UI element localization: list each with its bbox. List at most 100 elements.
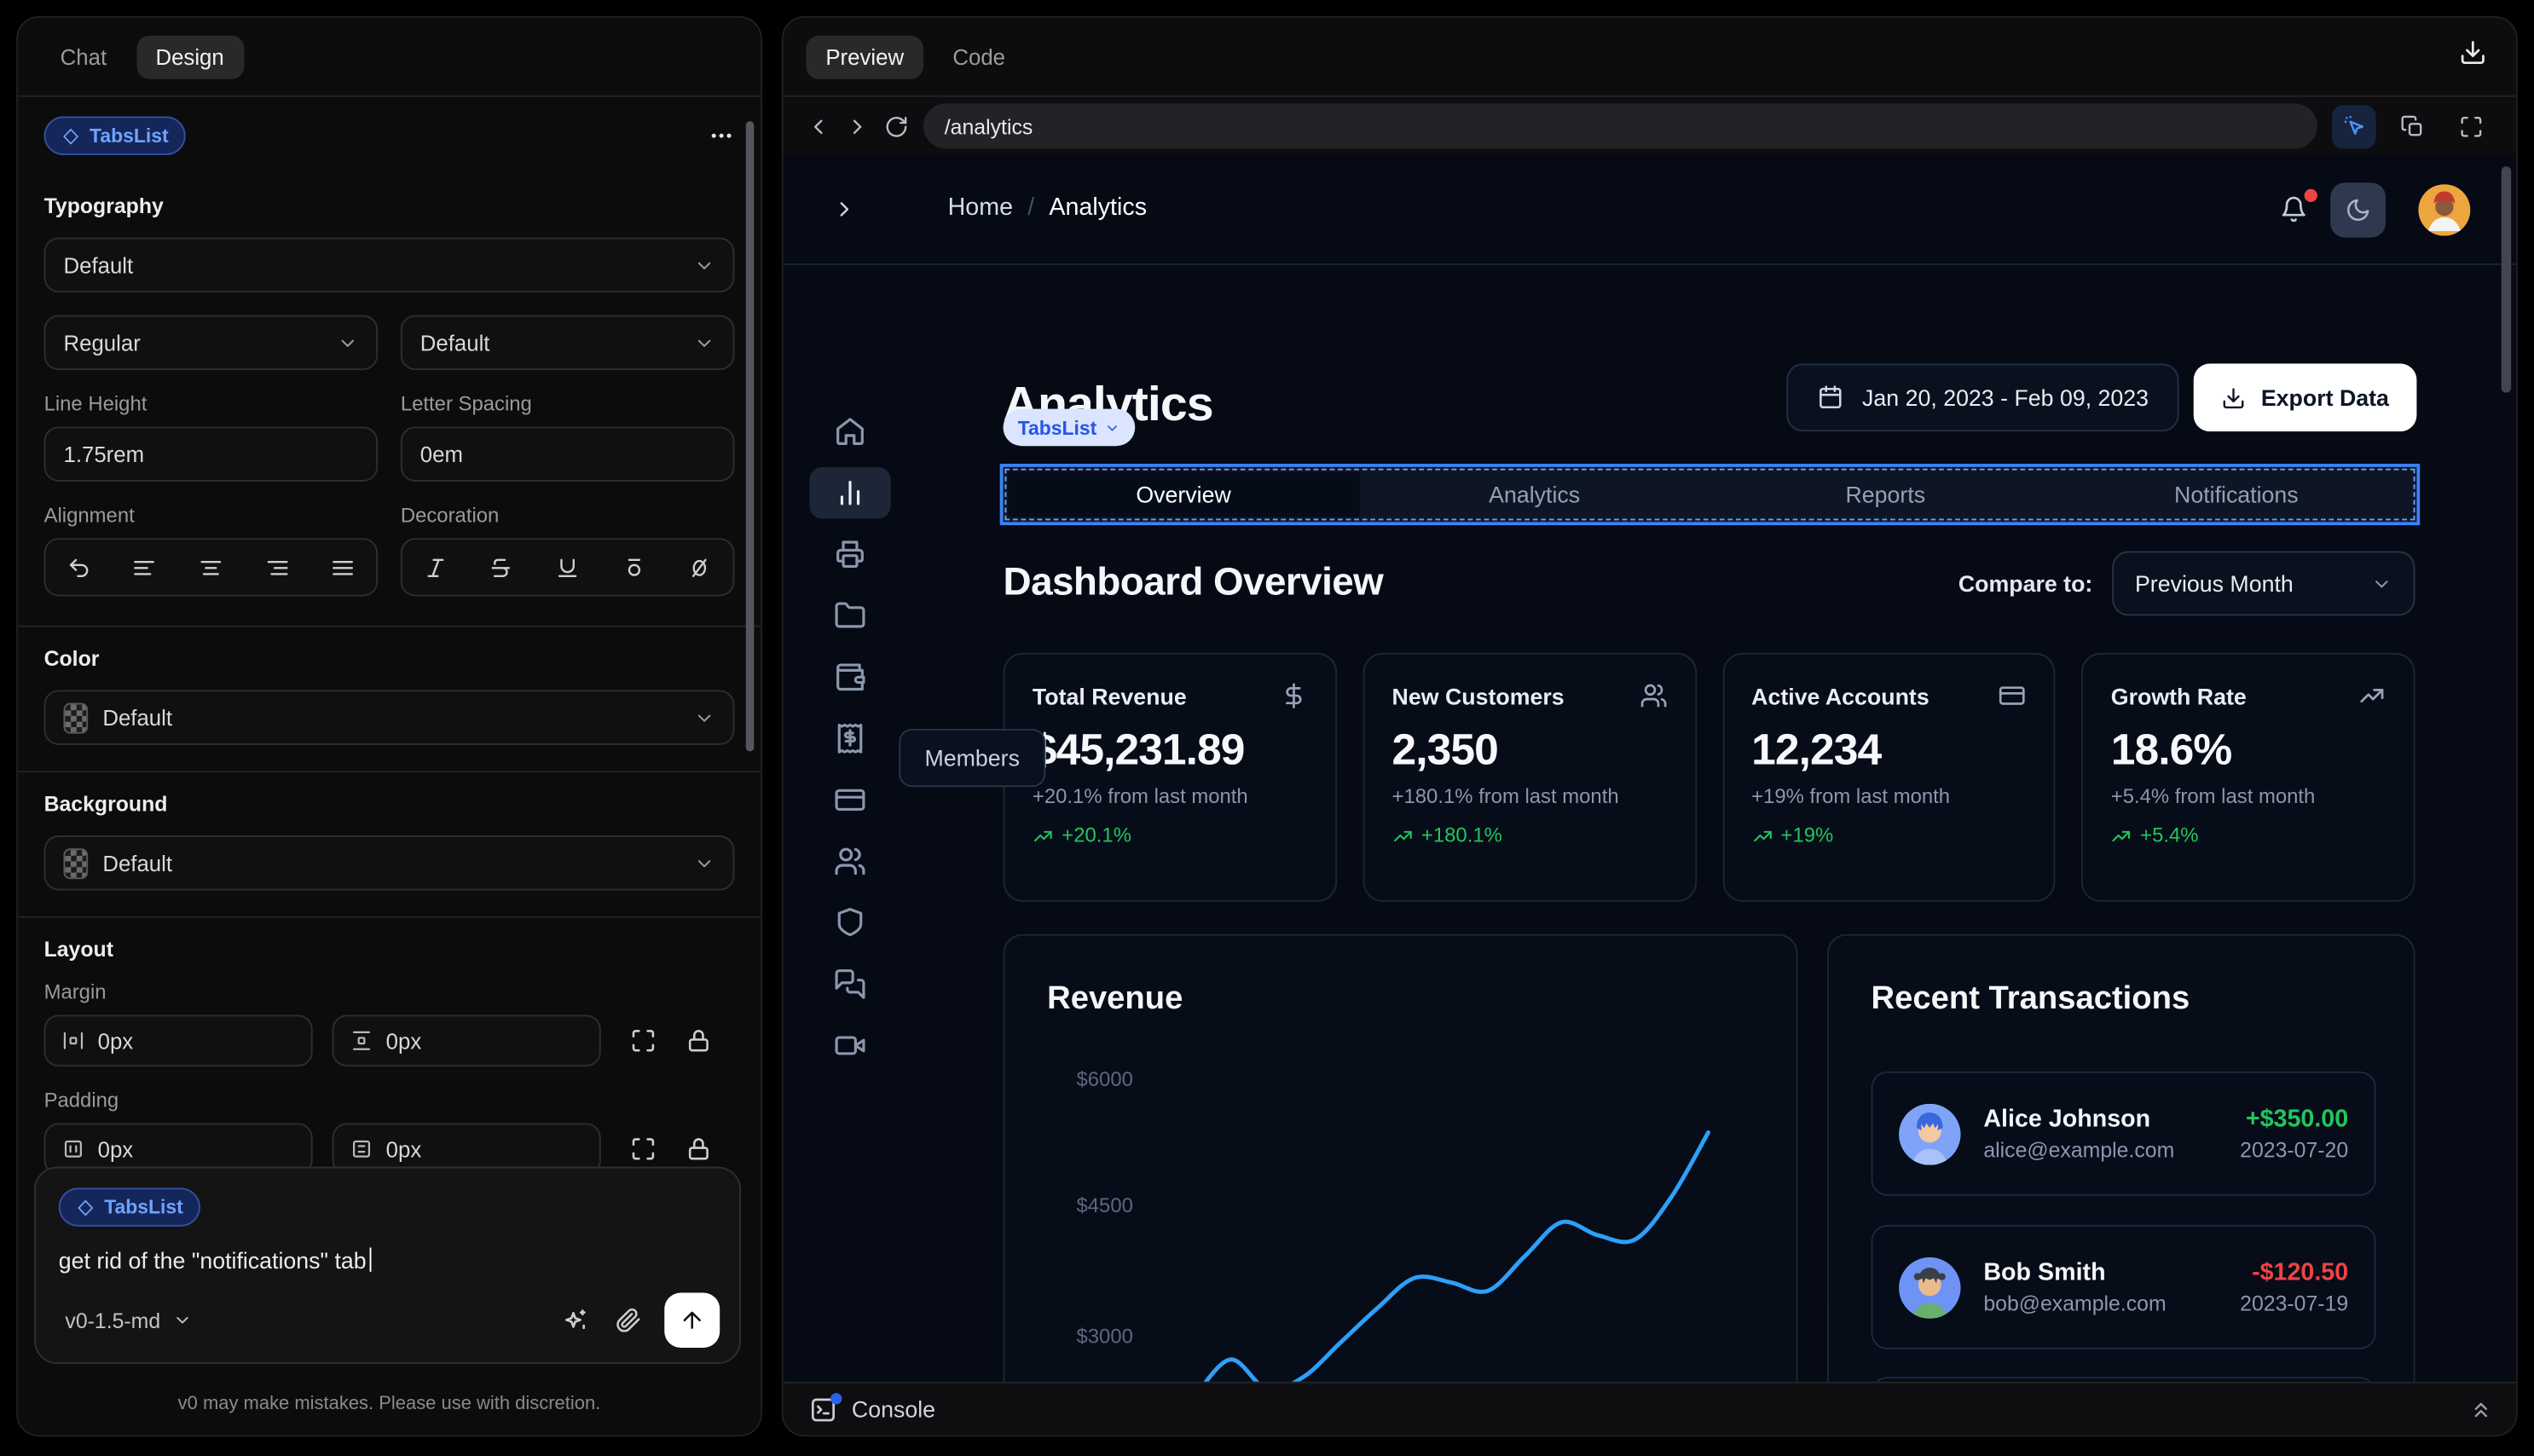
margin-y-input[interactable]: 0px	[332, 1014, 601, 1067]
compare-select[interactable]: Previous Month	[2112, 551, 2415, 616]
nav-cards[interactable]	[809, 774, 890, 826]
user-avatar[interactable]	[2418, 184, 2471, 236]
background-swatch	[63, 847, 89, 879]
padding-expand-button[interactable]	[630, 1136, 657, 1162]
align-right-button[interactable]	[265, 555, 290, 579]
chevron-down-icon	[697, 261, 711, 269]
select-element-tool[interactable]	[2332, 104, 2376, 148]
breadcrumb-home[interactable]: Home	[947, 194, 1014, 222]
trend-up-icon	[1393, 829, 1412, 841]
nav-files[interactable]	[809, 590, 890, 642]
undo-icon	[69, 558, 88, 577]
bar-chart-icon	[840, 480, 860, 506]
sidebar-expand-button[interactable]	[832, 197, 857, 221]
nav-receipts[interactable]	[809, 713, 890, 765]
line-height-input[interactable]: 1.75rem	[43, 426, 379, 482]
credit-card-icon	[835, 789, 865, 811]
align-left-button[interactable]	[132, 555, 157, 579]
submit-prompt-button[interactable]	[664, 1292, 720, 1348]
padding-label: Padding	[43, 1089, 119, 1112]
text-caret	[369, 1247, 373, 1272]
avatar-image	[2418, 184, 2471, 236]
prompt-composer[interactable]: TabsList get rid of the "notifications" …	[34, 1166, 742, 1364]
console-expand-button[interactable]	[2469, 1397, 2494, 1421]
preview-scrollbar-thumb[interactable]	[2501, 166, 2512, 393]
stat-card-total-revenue: Total Revenue $45,231.89 +20.1% from las…	[1003, 652, 1337, 902]
url-input[interactable]: /analytics	[923, 103, 2317, 149]
align-justify-icon	[333, 560, 354, 575]
tab-chat[interactable]: Chat	[41, 36, 126, 79]
refresh-button[interactable]	[884, 114, 909, 138]
font-weight-select[interactable]: Regular	[43, 315, 379, 371]
color-select[interactable]: Default	[43, 690, 735, 745]
paperclip-icon	[616, 1308, 640, 1332]
padding-vertical-icon	[352, 1140, 371, 1158]
padding-y-input[interactable]: 0px	[332, 1123, 601, 1176]
nav-wallet[interactable]	[809, 651, 890, 703]
margin-x-input[interactable]: 0px	[43, 1014, 313, 1067]
margin-label: Margin	[43, 980, 107, 1004]
fullscreen-button[interactable]	[2450, 104, 2494, 147]
tab-overview[interactable]: Overview	[1008, 471, 1359, 517]
tabs-list-component: Overview Analytics Reports Notifications	[999, 464, 2421, 526]
align-justify-button[interactable]	[331, 555, 356, 579]
notifications-button[interactable]	[2280, 188, 2317, 222]
align-reset-button[interactable]	[67, 555, 91, 579]
strikethrough-button[interactable]	[489, 555, 514, 579]
letter-spacing-input[interactable]: 0em	[400, 426, 735, 482]
diamond-icon	[78, 1199, 94, 1216]
chevron-down-icon	[697, 338, 711, 346]
tab-reports[interactable]: Reports	[1845, 481, 1926, 508]
tab-notifications[interactable]: Notifications	[2174, 481, 2299, 508]
italic-icon	[426, 558, 444, 577]
attach-file-button[interactable]	[616, 1308, 642, 1333]
panel-scrollbar-thumb[interactable]	[745, 121, 755, 752]
nav-home[interactable]	[809, 406, 890, 458]
model-select[interactable]: v0-1.5-md	[55, 1302, 201, 1339]
slash-zero-icon	[692, 558, 708, 577]
tab-analytics[interactable]: Analytics	[1489, 481, 1581, 508]
nav-analytics[interactable]	[809, 466, 891, 519]
tab-design[interactable]: Design	[136, 35, 244, 79]
margin-lock-button[interactable]	[686, 1028, 712, 1054]
back-button[interactable]	[806, 114, 830, 138]
underline-button[interactable]	[555, 555, 580, 579]
nav-video[interactable]	[809, 1020, 890, 1072]
nav-members[interactable]	[809, 835, 890, 887]
stat-card-active-accounts: Active Accounts 12,234 +19% from last mo…	[1721, 652, 2056, 902]
more-options-button[interactable]	[709, 123, 735, 148]
preview-panel: Preview Code /analytics Home / Analytics	[781, 15, 2518, 1437]
nav-invoices[interactable]	[809, 529, 890, 581]
margin-expand-button[interactable]	[630, 1028, 657, 1054]
font-size-select[interactable]: Default	[400, 315, 735, 371]
copy-button[interactable]	[2391, 104, 2435, 147]
decoration-label: Decoration	[400, 504, 500, 527]
console-bar[interactable]: Console	[783, 1381, 2516, 1436]
receipt-icon	[837, 723, 863, 754]
enhance-prompt-button[interactable]	[562, 1307, 589, 1334]
inspected-component-chip[interactable]: TabsList	[1003, 408, 1137, 447]
tab-code[interactable]: Code	[933, 36, 1024, 79]
tab-preview[interactable]: Preview	[806, 35, 923, 79]
selected-component-chip[interactable]: TabsList	[43, 116, 187, 155]
composer-component-chip[interactable]: TabsList	[58, 1187, 201, 1227]
users-icon	[1640, 684, 1666, 708]
overline-button[interactable]	[622, 555, 646, 579]
export-data-button[interactable]: Export Data	[2194, 363, 2417, 432]
no-decoration-button[interactable]	[687, 555, 712, 579]
font-family-select[interactable]: Default	[43, 237, 735, 293]
theme-toggle-button[interactable]	[2330, 182, 2386, 238]
prompt-input[interactable]: get rid of the "notifications" tab	[59, 1247, 717, 1274]
download-button[interactable]	[2459, 38, 2486, 66]
nav-messages[interactable]	[809, 958, 890, 1010]
revenue-chart-card: Revenue $6000 $4500 $3000	[1003, 933, 1798, 1384]
alignment-label: Alignment	[43, 504, 135, 527]
background-select[interactable]: Default	[43, 835, 735, 891]
align-center-button[interactable]	[199, 555, 223, 579]
date-range-picker[interactable]: Jan 20, 2023 - Feb 09, 2023	[1785, 363, 2180, 432]
avatar	[1899, 1102, 1961, 1164]
forward-button[interactable]	[845, 114, 870, 138]
padding-lock-button[interactable]	[686, 1136, 712, 1162]
italic-button[interactable]	[423, 555, 448, 579]
nav-security[interactable]	[809, 897, 890, 949]
